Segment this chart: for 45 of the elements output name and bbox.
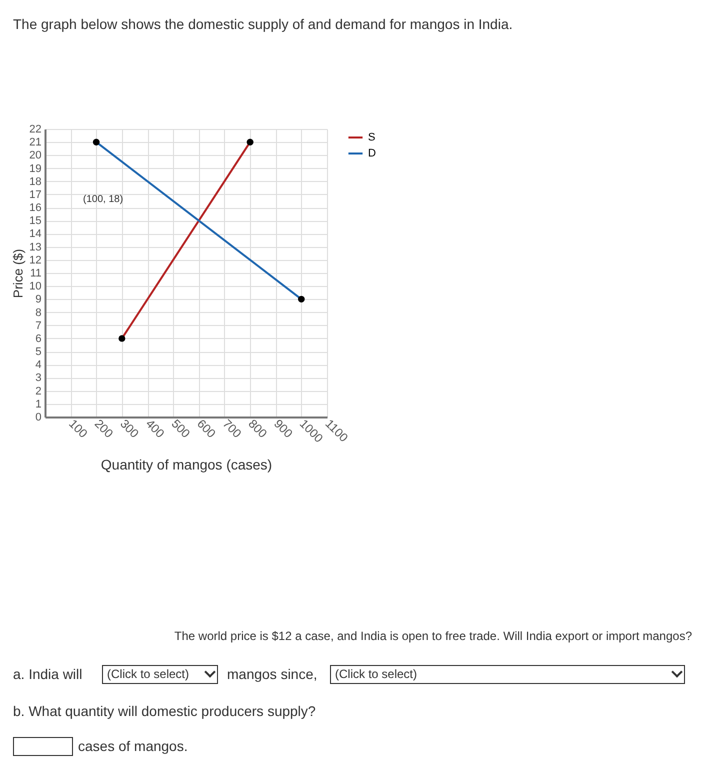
x-tick-label: 800 xyxy=(246,416,270,441)
y-tick-label: 12 xyxy=(29,254,42,266)
y-tick-label: 2 xyxy=(35,385,42,398)
y-tick-label: 8 xyxy=(35,306,42,319)
y-tick-label: 20 xyxy=(29,150,42,162)
y-tick-label: 14 xyxy=(29,228,42,240)
annotation: (100, 18) xyxy=(83,194,124,205)
x-tick-label: 700 xyxy=(220,416,244,441)
y-tick-label: 9 xyxy=(35,294,42,306)
y-tick-label: 21 xyxy=(29,136,42,149)
text: a. India will xyxy=(13,666,82,682)
y-tick-label: 15 xyxy=(29,215,42,228)
legend-label: D xyxy=(368,148,376,160)
text: The world price is $12 a case, and India is open to free trade. Will India export or import mangos? xyxy=(174,629,692,643)
y-tick-label: 6 xyxy=(35,332,42,345)
y-tick-label: 13 xyxy=(29,241,42,254)
y-tick-label: 1 xyxy=(35,398,42,410)
x-tick-label: 900 xyxy=(271,416,296,441)
x-tick-label: 600 xyxy=(194,416,219,441)
y-tick-label: 22 xyxy=(29,124,42,136)
text: mangos since, xyxy=(227,666,318,682)
x-tick-label: 500 xyxy=(168,416,194,441)
x-tick-label: 200 xyxy=(92,416,116,441)
y-tick-label: 3 xyxy=(35,372,42,384)
dropdown-field: (Click to select) xyxy=(102,665,218,684)
x-tick-label: 400 xyxy=(143,416,168,441)
y-tick-label: 16 xyxy=(29,202,42,214)
y-tick-label: 10 xyxy=(29,280,42,293)
y-tick-label: 4 xyxy=(35,359,42,372)
y-tick-label: 18 xyxy=(29,176,42,188)
y-axis-title: Price ($) xyxy=(10,248,26,298)
chart-title: The graph below shows the domestic supply of and demand for mangos in India. xyxy=(13,16,513,32)
y-tick-label: 7 xyxy=(35,320,42,332)
dropdown-field: (Click to select) xyxy=(330,665,685,684)
y-tick-label: 19 xyxy=(29,162,42,175)
y-tick-label: 5 xyxy=(35,346,42,358)
y-tick-label: 11 xyxy=(30,268,42,280)
legend-label: S xyxy=(368,132,376,144)
text: cases of mangos. xyxy=(78,738,188,754)
x-tick-label: 100 xyxy=(66,416,90,441)
y-tick-label: 17 xyxy=(29,188,42,201)
x-tick-label: 300 xyxy=(117,416,142,441)
x-axis-title: Quantity of mangos (cases) xyxy=(100,456,272,473)
y-tick-label: 0 xyxy=(35,412,42,424)
text: b. What quantity will domestic producers supply? xyxy=(13,703,316,719)
